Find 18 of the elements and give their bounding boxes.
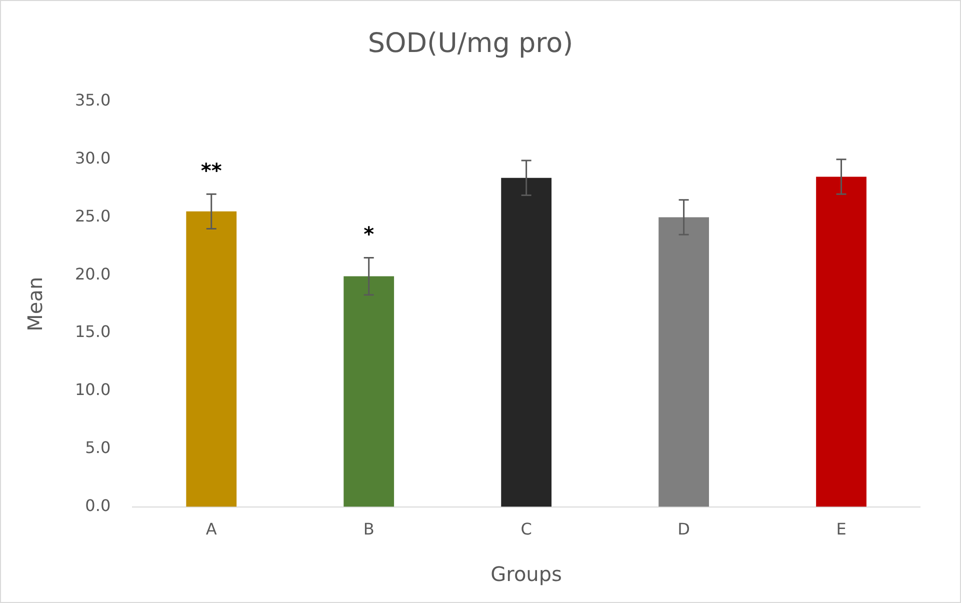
x-axis-title: Groups: [490, 562, 562, 586]
y-tick-label: 0.0: [85, 496, 111, 515]
y-tick-label: 25.0: [75, 206, 111, 226]
x-tick-label: E: [836, 520, 846, 539]
y-tick-label: 35.0: [75, 90, 111, 110]
x-tick-label: C: [520, 520, 532, 539]
annotation: *: [364, 222, 375, 246]
x-tick-label: B: [363, 520, 374, 539]
y-tick-label: 20.0: [75, 264, 111, 284]
x-tick-label: D: [678, 520, 690, 539]
y-tick-label: 10.0: [75, 380, 111, 400]
x-tick-label: A: [206, 520, 217, 539]
y-axis-title: Mean: [23, 276, 48, 332]
y-tick-label: 15.0: [75, 322, 111, 342]
annotation: **: [200, 158, 222, 182]
chart-title: SOD(U/mg pro): [368, 28, 574, 60]
y-tick-label: 5.0: [85, 438, 111, 458]
y-tick-label: 30.0: [75, 148, 111, 168]
